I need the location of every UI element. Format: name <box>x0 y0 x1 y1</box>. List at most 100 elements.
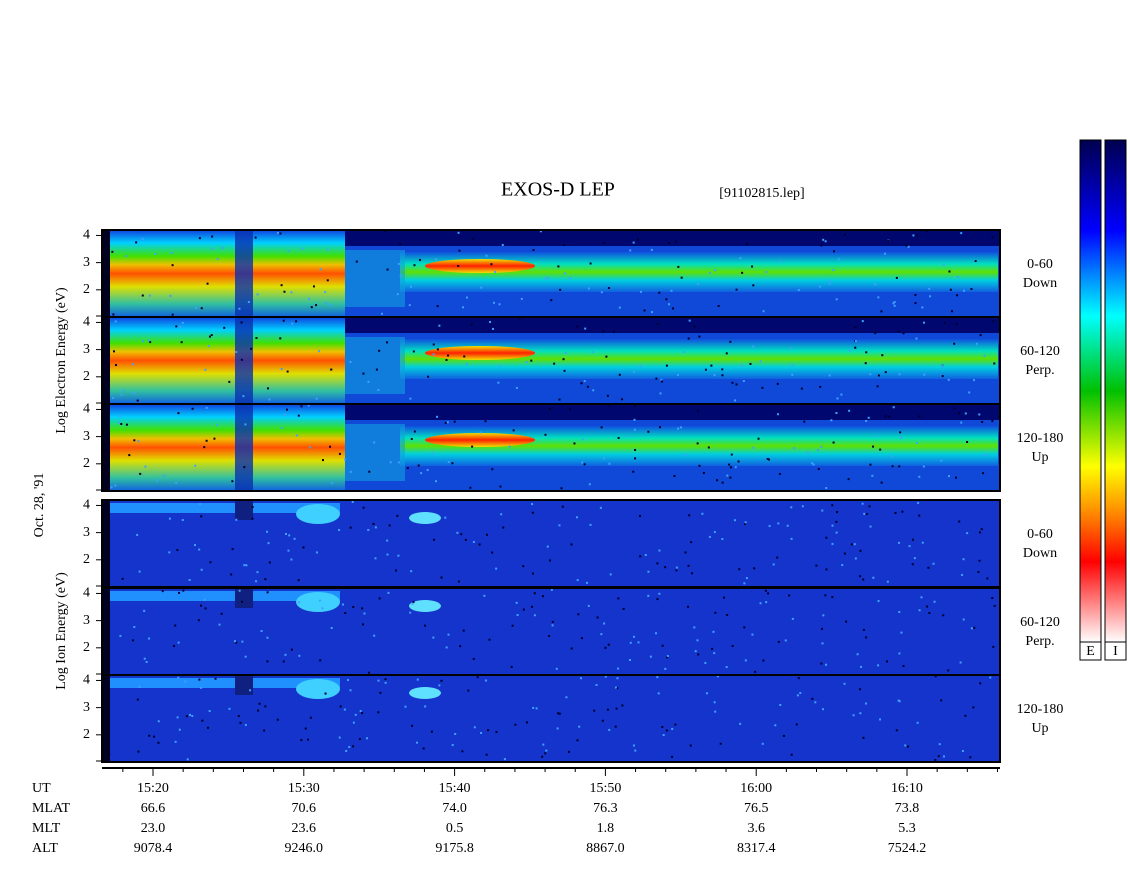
spectrogram-noise <box>884 371 887 374</box>
spectrogram-noise <box>615 707 618 710</box>
spectrogram-noise <box>309 446 312 449</box>
spectrogram-noise <box>531 503 534 506</box>
spectrogram-noise <box>216 257 219 260</box>
spectrogram-noise <box>544 752 547 755</box>
panel-direction: Up <box>1031 721 1048 736</box>
spectrogram-noise <box>286 370 289 373</box>
spectrogram-noise <box>759 360 762 363</box>
panel-direction: Down <box>1023 546 1057 561</box>
spectrogram-noise <box>943 321 946 324</box>
spectrogram-noise <box>914 293 917 296</box>
spectrogram-noise <box>411 724 414 727</box>
spectrogram-noise <box>377 679 380 682</box>
y-tick-label: 2 <box>83 640 90 655</box>
spectrogram-noise <box>137 440 140 443</box>
spectrogram-noise <box>726 613 729 616</box>
spectrogram-noise <box>497 381 500 384</box>
colorbar <box>1079 139 1102 643</box>
spectrogram-noise <box>865 419 868 422</box>
spectrogram-noise <box>177 412 180 415</box>
spectrogram-noise <box>622 607 625 610</box>
spectrogram-noise <box>777 640 780 643</box>
spectrogram-noise <box>915 337 918 340</box>
spectrogram-noise <box>238 589 241 592</box>
spectrogram-noise <box>287 549 290 552</box>
spectrogram-noise <box>831 596 834 599</box>
spectrogram-noise <box>743 522 746 525</box>
spectrogram-noise <box>806 451 809 454</box>
spectrogram-noise <box>767 592 770 595</box>
spectrogram-noise <box>886 660 889 663</box>
spectrogram-noise <box>671 755 674 758</box>
spectrogram-noise <box>629 659 632 662</box>
spectrogram-noise <box>923 373 926 376</box>
spectrogram-noise <box>854 557 857 560</box>
row-value: 8867.0 <box>586 841 625 856</box>
spectrogram-noise <box>469 486 472 489</box>
spectrogram-noise <box>675 566 678 569</box>
spectrogram-noise <box>586 581 589 584</box>
spectrogram-noise <box>315 551 318 554</box>
spectrogram-noise <box>338 452 341 455</box>
spectrogram-noise <box>171 313 174 316</box>
spectrogram-noise <box>777 522 780 525</box>
spectrogram-noise <box>973 626 976 629</box>
spectrogram-noise <box>819 385 822 388</box>
spectrogram-noise <box>184 680 187 683</box>
spectrogram-noise <box>707 446 710 449</box>
spectrogram-noise <box>339 705 342 708</box>
spectrogram-noise <box>832 441 835 444</box>
spectrogram-noise <box>397 461 400 464</box>
spectrogram-noise <box>361 712 364 715</box>
spectrogram-noise <box>835 520 838 523</box>
spectrogram-noise <box>377 711 380 714</box>
spectrogram-noise <box>730 453 733 456</box>
spectrogram-noise <box>659 392 662 395</box>
spectrogram-noise <box>831 524 834 527</box>
spectrogram-noise <box>743 582 746 585</box>
spectrogram-noise <box>828 279 831 282</box>
spectrogram-noise <box>832 250 835 253</box>
spectrogram-noise <box>290 648 293 651</box>
spectrogram-noise <box>520 297 523 300</box>
spectrogram-noise <box>608 462 611 465</box>
y-tick-label: 2 <box>83 727 90 742</box>
spectrogram-noise <box>349 470 352 473</box>
spectrogram-noise <box>409 285 412 288</box>
spectrogram-noise <box>498 303 501 306</box>
spectrogram-noise <box>633 428 636 431</box>
spectrogram-noise <box>358 738 361 741</box>
spectrogram-noise <box>436 415 439 418</box>
spectrogram-noise <box>244 655 247 658</box>
spectrogram-noise <box>603 622 606 625</box>
spectrogram-noise <box>136 399 139 402</box>
spectrogram-noise <box>435 258 438 261</box>
spectrogram-noise <box>447 354 450 357</box>
spectrogram-noise <box>738 568 741 571</box>
spectrogram-noise <box>329 445 332 448</box>
spectrogram-noise <box>921 541 924 544</box>
spectrogram-noise <box>133 626 136 629</box>
spectrogram-noise <box>200 515 203 518</box>
spectrogram-noise <box>486 533 489 536</box>
spectrogram-noise <box>656 322 659 325</box>
spectrogram-noise <box>932 562 935 565</box>
spectrogram-noise <box>854 346 857 349</box>
spectrogram-noise <box>533 592 536 595</box>
spectrogram-noise <box>989 676 992 679</box>
spectrogram-noise <box>978 413 981 416</box>
spectrogram-noise <box>869 373 872 376</box>
spectrogram-noise <box>199 604 202 607</box>
spectrogram-noise <box>432 353 435 356</box>
spectrogram-noise <box>854 326 857 329</box>
spectrogram-noise <box>148 294 151 297</box>
spectrogram-noise <box>300 405 303 408</box>
spectrogram-noise <box>634 749 637 752</box>
spectrogram-noise <box>900 436 903 439</box>
spectrogram-noise <box>753 567 756 570</box>
spectrogram-noise <box>762 659 765 662</box>
spectrogram-noise <box>194 464 197 467</box>
spectrogram-noise <box>744 659 747 662</box>
spectrogram-noise <box>902 665 905 668</box>
spectrogram-noise <box>399 274 402 277</box>
